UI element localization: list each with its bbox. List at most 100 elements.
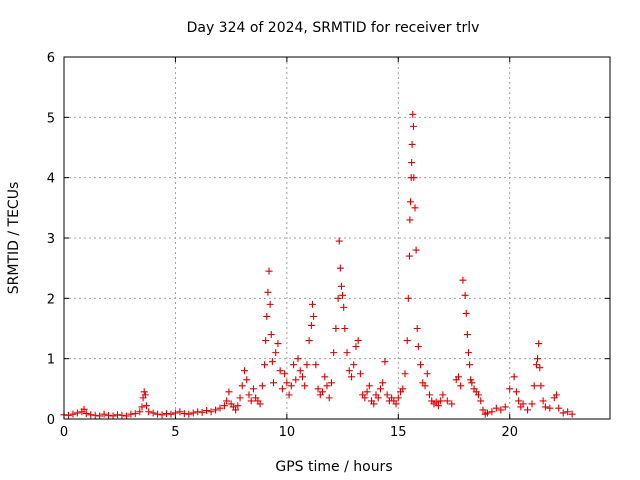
data-point <box>263 312 271 320</box>
data-point <box>555 404 563 412</box>
data-point <box>434 402 442 410</box>
data-point <box>285 391 293 399</box>
data-point <box>468 379 476 387</box>
x-tick-label: 5 <box>171 425 179 440</box>
data-point <box>350 361 358 369</box>
data-point <box>530 382 538 390</box>
data-point <box>64 411 72 419</box>
y-tick-label: 1 <box>47 353 55 368</box>
data-point <box>512 388 520 396</box>
data-point <box>198 408 206 416</box>
data-point <box>409 122 417 130</box>
data-point <box>439 391 447 399</box>
data-point <box>312 361 320 369</box>
data-point <box>466 361 474 369</box>
data-point <box>421 382 429 390</box>
data-point <box>343 349 351 357</box>
data-point <box>528 400 536 408</box>
data-point <box>403 337 411 345</box>
data-point <box>96 412 104 420</box>
y-tick-label: 0 <box>47 413 55 428</box>
data-point <box>256 400 264 408</box>
y-tick-label: 2 <box>47 292 55 307</box>
data-point <box>553 391 561 399</box>
y-tick-label: 3 <box>47 232 55 247</box>
data-point <box>136 408 144 416</box>
data-point <box>301 382 309 390</box>
data-point <box>236 394 244 402</box>
data-point <box>568 410 576 418</box>
data-point <box>413 325 421 332</box>
data-point <box>524 406 532 414</box>
data-point <box>294 355 302 363</box>
data-point <box>243 376 251 384</box>
data-point <box>334 294 342 302</box>
data-point <box>417 361 425 369</box>
data-point <box>532 361 540 369</box>
data-point <box>506 385 514 393</box>
data-point <box>73 409 81 417</box>
data-point <box>105 411 113 419</box>
data-point <box>276 367 284 375</box>
data-point <box>321 373 329 381</box>
data-point <box>225 388 233 396</box>
data-point <box>180 410 188 418</box>
data-point <box>171 409 179 417</box>
data-point <box>408 140 416 148</box>
data-point <box>281 370 289 378</box>
data-point <box>459 276 467 284</box>
data-point <box>488 408 496 416</box>
data-point <box>249 385 257 393</box>
data-point <box>479 406 487 414</box>
data-point <box>467 376 475 384</box>
data-point <box>336 264 344 272</box>
data-point <box>269 379 277 387</box>
data-point <box>475 391 483 399</box>
data-point <box>409 110 417 118</box>
data-point <box>534 355 542 363</box>
data-point <box>109 412 117 420</box>
data-point <box>185 410 193 418</box>
data-point <box>410 174 418 182</box>
x-tick-label: 10 <box>279 425 296 440</box>
data-point <box>267 331 275 339</box>
data-point <box>457 382 465 390</box>
grid <box>64 57 610 419</box>
data-point <box>559 409 567 417</box>
data-point <box>414 343 422 351</box>
data-point <box>220 402 228 410</box>
data-point <box>113 411 121 419</box>
data-point <box>404 294 412 302</box>
data-point <box>283 379 291 387</box>
y-axis-label: SRMTID / TECUs <box>6 182 22 295</box>
data-point <box>154 410 162 418</box>
x-tick-label: 15 <box>390 425 407 440</box>
data-point <box>167 410 175 418</box>
data-point <box>340 303 348 311</box>
data-point <box>454 373 462 381</box>
data-point <box>308 300 316 308</box>
data-point <box>142 402 150 410</box>
data-point <box>564 408 572 416</box>
data-point <box>262 337 270 345</box>
data-point <box>347 373 355 381</box>
data-point <box>462 309 470 317</box>
data-point <box>69 410 77 418</box>
data-point <box>203 407 211 415</box>
data-point <box>407 198 415 206</box>
data-point <box>463 331 471 339</box>
data-point <box>245 391 253 399</box>
data-point <box>411 204 419 212</box>
data-point <box>537 382 545 390</box>
data-point <box>539 397 547 405</box>
data-point <box>510 373 518 381</box>
chart-title: Day 324 of 2024, SRMTID for receiver trl… <box>187 20 480 36</box>
data-point <box>383 391 391 399</box>
data-point <box>363 388 371 396</box>
axis-ticks: 0 5 10 15 20 0 1 2 3 4 5 6 <box>47 51 610 440</box>
data-point <box>305 337 313 345</box>
data-point <box>307 321 315 329</box>
data-point <box>265 267 273 275</box>
data-point <box>401 370 409 378</box>
data-point <box>412 246 420 254</box>
